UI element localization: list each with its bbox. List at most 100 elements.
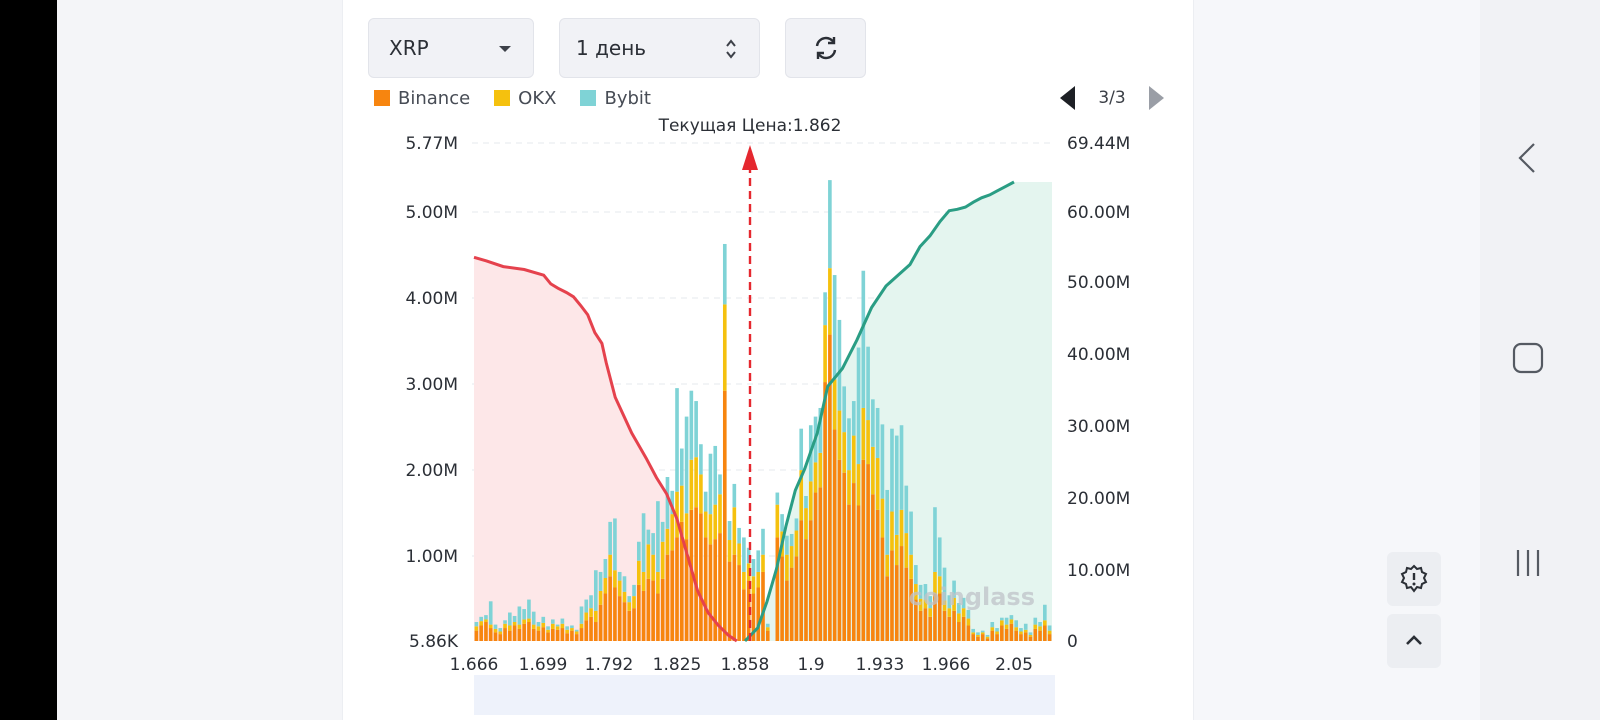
chevron-up-icon [1406,635,1422,645]
liquidation-bar-okx [503,623,507,629]
liquidation-bar-binance [942,610,947,641]
y-left-tick: 5.77M [405,134,458,154]
back-nav-icon[interactable] [1510,140,1546,176]
liquidation-bar-bybit [923,584,928,600]
liquidation-bar-binance [737,565,741,641]
recents-nav-icon[interactable] [1510,546,1546,582]
liquidation-bar-bybit [823,292,827,326]
bar-series [474,180,1052,641]
liquidation-bar-okx [861,407,866,460]
liquidation-bar-bybit [555,624,560,627]
current-price-label: Текущая Цена:1.862 [658,116,842,136]
liquidation-bar-bybit [866,346,870,421]
liquidation-bar-binance [708,544,713,641]
legend-item-bybit[interactable]: Bybit [580,88,651,109]
liquidation-bar-okx [799,470,804,521]
left-page-margin [57,0,342,720]
liquidation-bar-okx [971,632,975,635]
refresh-button[interactable] [785,18,866,78]
liquidation-bar-bybit [828,180,832,269]
y-right-tick: 10.00M [1067,561,1130,581]
liquidation-bar-bybit [885,489,890,555]
liquidation-bar-okx [885,554,890,577]
liquidation-bar-bybit [971,628,975,633]
liquidation-bar-binance [703,537,708,641]
liquidation-bar-okx [584,612,589,621]
y-left-tick: 4.00M [405,289,458,309]
liquidation-bar-okx [474,626,479,631]
liquidation-bar-bybit [995,628,999,632]
liquidation-bar-okx [794,530,799,557]
x-tick: 1.792 [585,655,634,675]
liquidation-bar-okx [1038,626,1042,631]
liquidation-bar-okx [508,625,512,631]
liquidation-bar-binance [665,554,670,641]
pager-next-icon[interactable] [1148,86,1164,110]
liquidation-bar-binance [1023,632,1028,641]
liquidation-bar-okx [842,432,847,473]
short-cumulative-line [743,180,1015,643]
liquidation-bar-bybit [1000,617,1004,621]
coin-select[interactable]: XRP [368,18,534,78]
home-nav-icon[interactable] [1510,340,1546,376]
liquidation-bar-okx [1023,629,1028,633]
liquidation-bar-binance [746,580,751,641]
liquidation-bar-bybit [1043,604,1047,621]
liquidation-bar-okx [985,636,990,639]
liquidation-bar-binance [699,513,703,641]
liquidation-bar-binance [851,483,856,641]
liquidation-bar-binance [684,539,689,641]
liquidation-bar-okx [613,570,617,588]
liquidation-bar-bybit [632,584,636,597]
liquidation-bar-okx [813,462,818,493]
liquidation-bar-bybit [742,537,746,572]
liquidation-bar-binance [474,630,479,641]
liquidation-bar-binance [512,625,517,641]
period-select[interactable]: 1 день [559,18,760,78]
liquidation-bar-binance [828,334,832,641]
liquidation-bar-okx [546,629,550,633]
liquidation-bar-okx [899,509,904,547]
liquidation-bar-binance [694,507,698,641]
liquidation-bar-bybit [751,559,756,577]
liquidation-bar-okx [923,599,928,609]
liquidation-bar-okx [694,457,698,508]
liquidation-bar-bybit [937,537,942,577]
liquidation-bar-binance [589,616,593,641]
liquidation-chart[interactable]: 5.86K 1.00M 2.00M 3.00M 4.00M 5.00M 5.77M 0 10.0… [342,110,1194,720]
pager-prev-icon[interactable] [1060,86,1075,110]
liquidation-bar-binance [861,459,866,641]
liquidation-bar-okx [761,554,765,572]
liquidation-bar-bybit [761,528,765,555]
liquidation-bar-binance [527,622,531,641]
liquidation-bar-binance [570,630,574,641]
liquidation-bar-bybit [579,606,584,624]
liquidation-bar-binance [622,602,627,641]
liquidation-bar-bybit [880,424,885,499]
price-marker-arrow-icon [742,145,758,170]
liquidation-bar-binance [952,610,956,641]
liquidation-bar-okx [622,591,627,603]
liquidation-bar-okx [1004,624,1009,629]
liquidation-bar-okx [536,626,541,631]
legend-label: OKX [518,87,557,109]
liquidation-bar-binance [971,634,975,641]
range-slider-track[interactable] [474,675,1055,715]
liquidation-bar-okx [961,608,966,617]
liquidation-bar-bybit [985,634,990,637]
liquidation-bar-okx [818,452,823,488]
legend-item-binance[interactable]: Binance [374,88,470,109]
scroll-top-button[interactable] [1387,614,1441,668]
coin-select-value: XRP [389,36,429,60]
x-tick: 1.966 [922,655,971,675]
alert-button[interactable] [1387,552,1441,606]
liquidation-bar-bybit [765,623,770,628]
x-tick: 1.666 [450,655,499,675]
x-tick: 1.699 [519,655,568,675]
legend-item-okx[interactable]: OKX [494,88,556,109]
liquidation-bar-okx [636,560,641,585]
liquidation-bar-binance [718,533,722,641]
liquidation-bar-bybit [851,401,856,436]
watermark-text: coinglass [909,583,1035,611]
liquidation-bar-bybit [899,425,904,510]
